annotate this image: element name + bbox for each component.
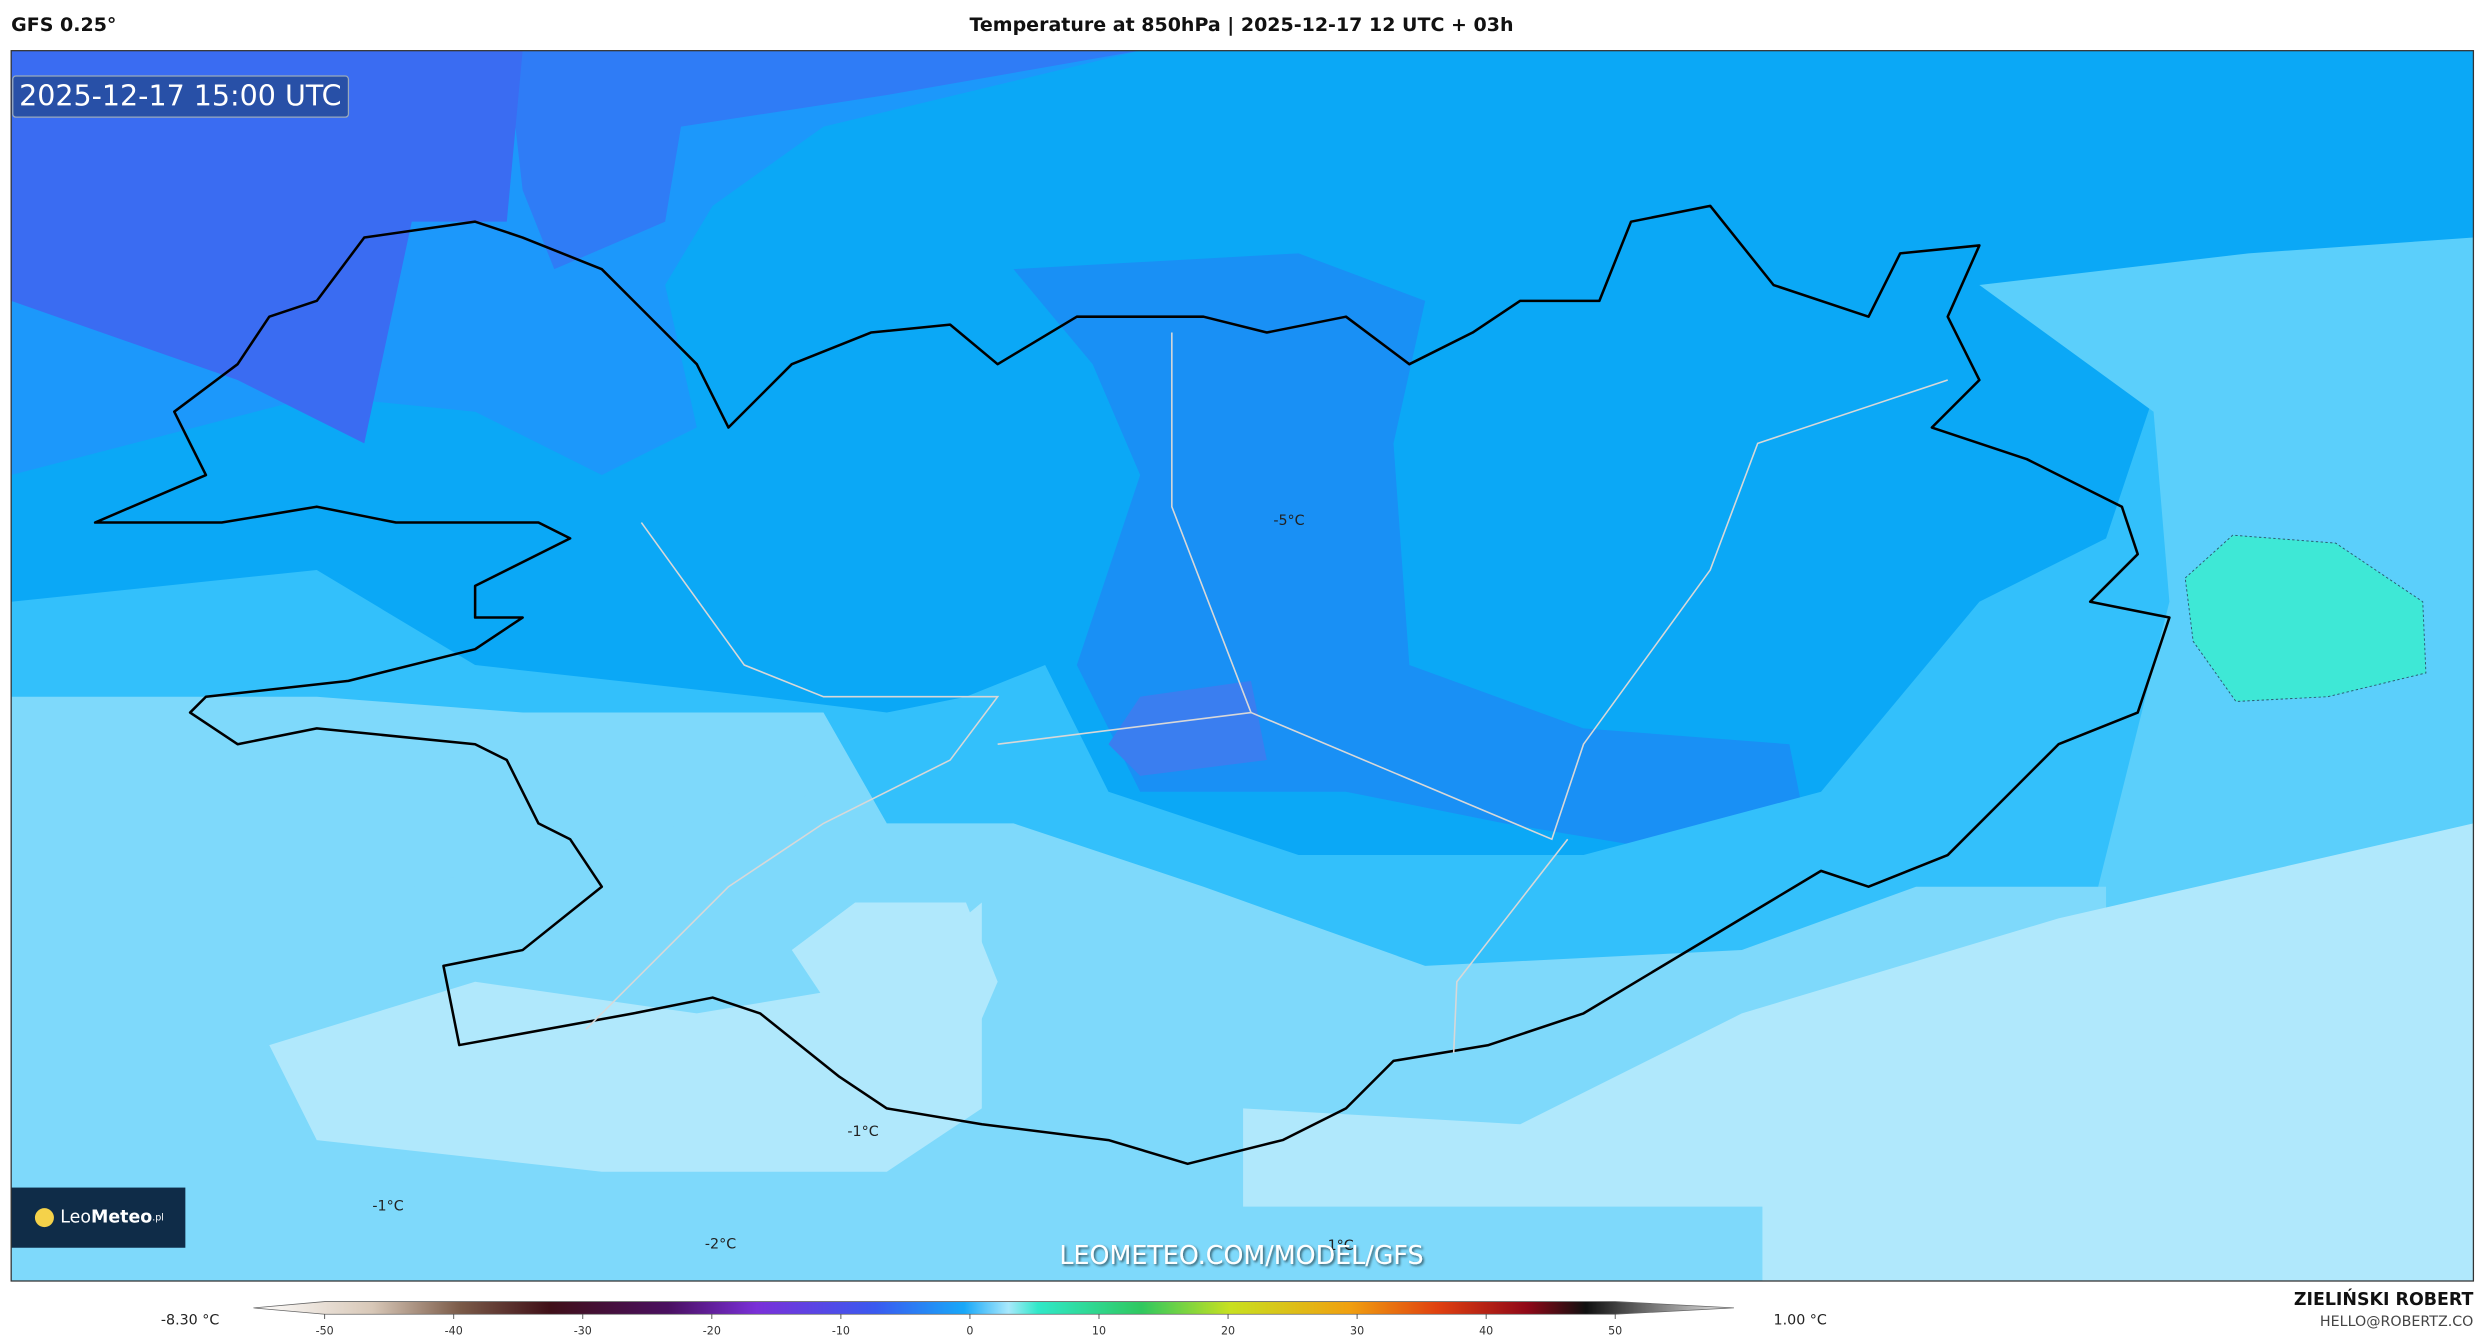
- field-zone: [2184, 534, 2427, 702]
- colorbar-tick-label: -40: [445, 1325, 463, 1338]
- map-frame: [10, 50, 2475, 1282]
- colorbar-tick-label: 0: [966, 1325, 973, 1338]
- colorbar: [253, 1301, 1734, 1315]
- valid-time-box: [12, 75, 350, 118]
- colorbar-tick-label: 50: [1608, 1325, 1622, 1338]
- model-name: GFS 0.25°: [11, 14, 116, 36]
- email: HELLO@ROBERTZ.CO: [2320, 1314, 2473, 1330]
- road: [585, 332, 1948, 1054]
- contour-label: -1°C: [847, 1124, 878, 1140]
- valid-time: 2025-12-17 15:00 UTC: [19, 79, 341, 112]
- watermark: LEOMETEO.COM/MODEL/GFS: [1059, 1240, 1423, 1270]
- colorbar-ticks: -50 -40 -30 -20 -10 0 10 20 30 40 50: [316, 1314, 1622, 1338]
- field-zone: [269, 902, 982, 1172]
- field-zone: [1108, 680, 1267, 776]
- colorbar-tick-label: 10: [1092, 1325, 1106, 1338]
- field-zone: [11, 50, 1141, 270]
- logo-suffix: .pl: [152, 1212, 164, 1223]
- field-zone: [1243, 823, 2474, 1281]
- logo-light: Leo: [60, 1208, 91, 1228]
- colorbar-tick-label: -50: [316, 1325, 334, 1338]
- field-zone: [791, 902, 998, 1093]
- logo-sun: [34, 1208, 54, 1228]
- colorbar-max: 1.00 °C: [1774, 1313, 1827, 1329]
- logo-text: LeoMeteo.pl: [60, 1208, 164, 1228]
- contour-label: -5°C: [1273, 513, 1304, 529]
- contour-label: -2°C: [705, 1237, 736, 1253]
- colorbar-tick-label: 40: [1479, 1325, 1493, 1338]
- colorbar-tick-label: 30: [1350, 1325, 1364, 1338]
- contour-label: -1°C: [1322, 1238, 1353, 1254]
- contour-label: -1°C: [372, 1199, 403, 1215]
- colorbar-tick-label: -30: [574, 1325, 592, 1338]
- coastline: [93, 204, 2171, 1166]
- map-title: Temperature at 850hPa | 2025-12-17 12 UT…: [969, 14, 1513, 36]
- colorbar-min: -8.30 °C: [161, 1313, 220, 1329]
- colorbar-tick-label: -10: [832, 1325, 850, 1338]
- author: ZIELIŃSKI ROBERT: [2294, 1288, 2474, 1310]
- colorbar-tick-label: -20: [703, 1325, 721, 1338]
- map: -5°C -1°C -1°C -2°C -1°C 2025-12-17 15:0…: [11, 50, 2474, 1281]
- logo-bold: Meteo: [91, 1208, 152, 1228]
- field-zone: [11, 50, 523, 444]
- colorbar-tick-label: 20: [1221, 1325, 1235, 1338]
